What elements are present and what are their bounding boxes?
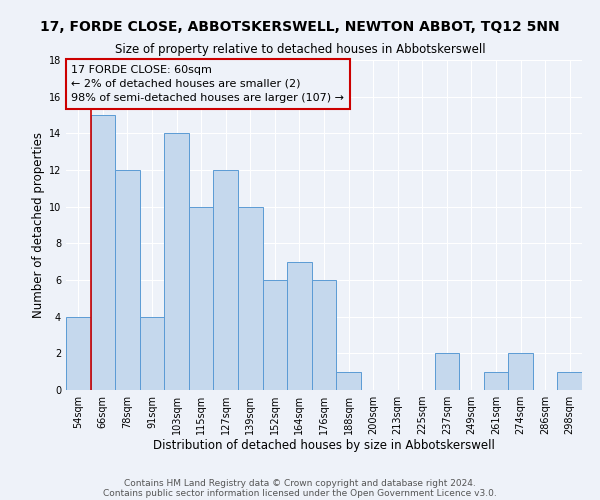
Bar xyxy=(214,170,238,390)
Bar xyxy=(508,354,533,390)
Bar xyxy=(115,170,140,390)
Bar xyxy=(238,206,263,390)
Bar xyxy=(336,372,361,390)
Bar xyxy=(263,280,287,390)
Bar xyxy=(287,262,312,390)
Text: Size of property relative to detached houses in Abbotskerswell: Size of property relative to detached ho… xyxy=(115,42,485,56)
X-axis label: Distribution of detached houses by size in Abbotskerswell: Distribution of detached houses by size … xyxy=(153,438,495,452)
Text: 17 FORDE CLOSE: 60sqm
← 2% of detached houses are smaller (2)
98% of semi-detach: 17 FORDE CLOSE: 60sqm ← 2% of detached h… xyxy=(71,65,344,103)
Bar xyxy=(66,316,91,390)
Bar xyxy=(189,206,214,390)
Bar xyxy=(557,372,582,390)
Bar xyxy=(164,134,189,390)
Bar xyxy=(434,354,459,390)
Bar xyxy=(484,372,508,390)
Text: Contains HM Land Registry data © Crown copyright and database right 2024.: Contains HM Land Registry data © Crown c… xyxy=(124,478,476,488)
Text: Contains public sector information licensed under the Open Government Licence v3: Contains public sector information licen… xyxy=(103,488,497,498)
Bar xyxy=(312,280,336,390)
Text: 17, FORDE CLOSE, ABBOTSKERSWELL, NEWTON ABBOT, TQ12 5NN: 17, FORDE CLOSE, ABBOTSKERSWELL, NEWTON … xyxy=(40,20,560,34)
Y-axis label: Number of detached properties: Number of detached properties xyxy=(32,132,44,318)
Bar xyxy=(140,316,164,390)
Bar xyxy=(91,115,115,390)
